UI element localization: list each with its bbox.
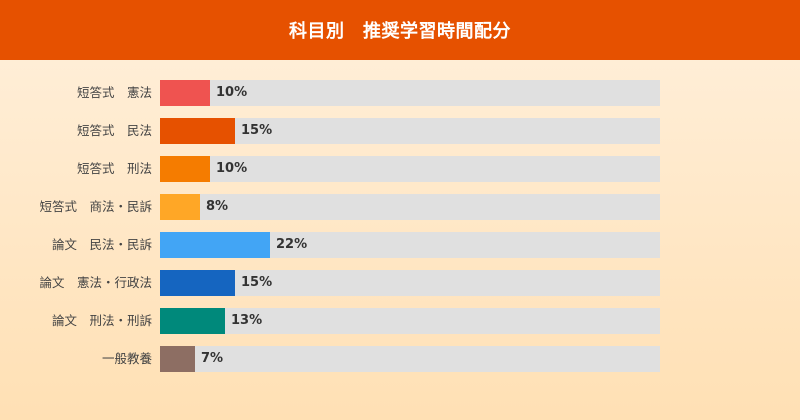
bar <box>160 80 210 106</box>
category-label: 短答式 商法・民訴 <box>39 199 152 214</box>
value-label: 13% <box>231 313 263 328</box>
category-label: 短答式 刑法 <box>76 161 152 176</box>
chart-row: 短答式 憲法 10% <box>0 80 800 106</box>
bar-track: 15% <box>160 118 660 144</box>
value-label: 7% <box>201 351 224 366</box>
bar-track: 10% <box>160 80 660 106</box>
value-label: 15% <box>241 123 273 138</box>
bar-track: 13% <box>160 308 660 334</box>
bar <box>160 156 210 182</box>
category-label: 論文 民法・民訴 <box>51 237 152 252</box>
value-label: 8% <box>206 199 229 214</box>
chart-row: 短答式 刑法 10% <box>0 156 800 182</box>
bar <box>160 232 270 258</box>
value-label: 10% <box>216 161 248 176</box>
chart-row: 一般教養 7% <box>0 346 800 372</box>
category-label: 短答式 民法 <box>76 123 152 138</box>
category-label: 短答式 憲法 <box>76 85 152 100</box>
chart-row: 短答式 民法 15% <box>0 118 800 144</box>
bar-track: 8% <box>160 194 660 220</box>
chart-row: 論文 刑法・刑訴 13% <box>0 308 800 334</box>
bar <box>160 346 195 372</box>
chart-header: 科目別 推奨学習時間配分 <box>0 0 800 60</box>
bar <box>160 308 225 334</box>
value-label: 10% <box>216 85 248 100</box>
bar <box>160 270 235 296</box>
bar-track: 10% <box>160 156 660 182</box>
value-label: 22% <box>276 237 308 252</box>
bar-track: 15% <box>160 270 660 296</box>
chart-row: 短答式 商法・民訴 8% <box>0 194 800 220</box>
bar <box>160 118 235 144</box>
chart-title: 科目別 推奨学習時間配分 <box>289 21 511 42</box>
category-label: 論文 刑法・刑訴 <box>51 313 152 328</box>
bar <box>160 194 200 220</box>
bar-track: 22% <box>160 232 660 258</box>
chart-row: 論文 憲法・行政法 15% <box>0 270 800 296</box>
category-label: 一般教養 <box>101 351 152 366</box>
bar-track: 7% <box>160 346 660 372</box>
value-label: 15% <box>241 275 273 290</box>
category-label: 論文 憲法・行政法 <box>39 275 152 290</box>
chart-row: 論文 民法・民訴 22% <box>0 232 800 258</box>
